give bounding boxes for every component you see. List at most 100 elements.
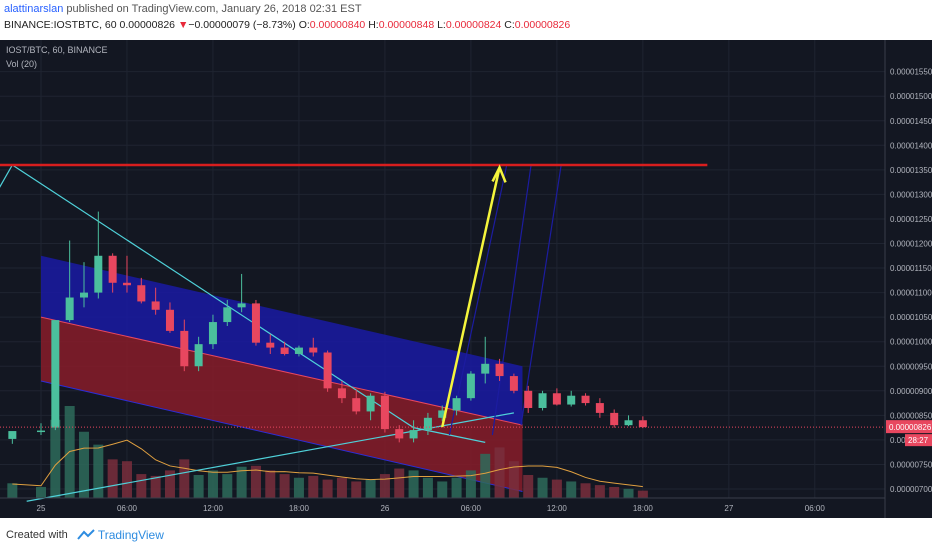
volume-bar <box>222 474 233 498</box>
candle-body <box>180 330 189 367</box>
volume-bar <box>308 475 319 498</box>
time-tick-label: 06:00 <box>805 504 826 513</box>
price-tick-label: 0.00000900 <box>890 387 932 396</box>
tradingview-logo-icon <box>77 529 95 540</box>
candle-body <box>581 395 590 404</box>
volume-bar <box>437 481 448 498</box>
candle-body <box>8 431 17 439</box>
candle-body <box>638 420 647 428</box>
time-tick-label: 18:00 <box>289 504 310 513</box>
projection-line <box>448 164 508 436</box>
volume-bar <box>265 470 276 498</box>
tradingview-brand[interactable]: TradingView <box>97 528 164 542</box>
created-with-label: Created with <box>6 528 68 541</box>
volume-bar <box>293 477 304 498</box>
volume-bar <box>121 461 132 498</box>
candle-body <box>309 347 318 353</box>
footer-bar: Created with TradingView <box>0 518 932 550</box>
volume-bar <box>508 461 519 498</box>
volume-bar <box>136 474 147 498</box>
symbol-info-row: BINANCE:IOSTBTC, 60 0.00000826 ▼−0.00000… <box>4 19 570 31</box>
volume-bar <box>193 475 204 498</box>
volume-bar <box>336 477 347 498</box>
price-tick-label: 0.00001400 <box>890 141 932 150</box>
price-tick-label: 0.00001450 <box>890 117 932 126</box>
author-link[interactable]: alattinarslan <box>4 3 64 15</box>
candle-body <box>337 388 346 399</box>
price-tick-label: 0.00001300 <box>890 190 932 199</box>
price-tick-label: 0.00001550 <box>890 68 932 77</box>
low-value: 0.00000824 <box>445 19 502 31</box>
projection-line <box>520 164 562 426</box>
chart-area[interactable]: 0.000007000.000007500.000008000.00000850… <box>0 40 932 518</box>
time-tick-label: 18:00 <box>633 504 654 513</box>
price-tags: 0.00000826 28:27 <box>886 420 932 447</box>
candle-body <box>610 412 619 426</box>
volume-bar <box>236 466 247 498</box>
close-value: 0.00000826 <box>514 19 571 31</box>
publish-info: alattinarslan published on TradingView.c… <box>4 3 362 15</box>
volume-bar <box>523 475 534 498</box>
candle-body <box>366 395 375 412</box>
price-tick-label: 0.00001050 <box>890 313 932 322</box>
target-arrow-shaft <box>441 167 501 428</box>
time-axis-labels[interactable]: 25 06:00 12:00 18:00 26 06:00 12:00 18:00 27 06:0… <box>37 504 826 513</box>
volume-bar <box>36 486 46 498</box>
volume-bar <box>623 488 634 498</box>
countdown-tag-text: 28:27 <box>908 436 929 445</box>
candle-body <box>37 430 45 433</box>
volume-bar <box>580 483 591 498</box>
candle-body <box>323 352 332 389</box>
price-chart-svg[interactable]: 0.000007000.000007500.000008000.00000850… <box>0 40 932 518</box>
price-tick-label: 0.00001200 <box>890 240 932 249</box>
time-tick-label: 27 <box>724 504 733 513</box>
candle-body <box>280 347 289 354</box>
price-axis[interactable] <box>885 40 932 518</box>
countdown-tag <box>905 434 932 447</box>
candle-body <box>380 395 389 430</box>
price-tick-label: 0.00000700 <box>890 485 932 494</box>
projection-line <box>491 164 532 436</box>
volume-bar <box>250 465 261 498</box>
price-tick-label: 0.00000750 <box>890 460 932 469</box>
volume-bar <box>422 477 433 498</box>
symbol-label[interactable]: BINANCE:IOSTBTC, 60 <box>4 19 117 31</box>
last-price: 0.00000826 <box>119 19 176 31</box>
candlesticks <box>8 211 647 444</box>
volume-bar <box>322 479 333 498</box>
time-tick-label: 26 <box>380 504 389 513</box>
channel-lower-fill <box>41 317 523 492</box>
candle-body <box>538 393 547 408</box>
candle-body <box>294 347 303 354</box>
volume-bar <box>351 481 362 498</box>
close-label: C: <box>504 19 515 31</box>
candle-body <box>567 395 576 405</box>
candle-body <box>237 303 246 308</box>
volume-bar <box>494 447 505 498</box>
price-tick-label: 0.00000950 <box>890 362 932 371</box>
volume-bar <box>7 483 18 498</box>
time-tick-label: 12:00 <box>203 504 224 513</box>
price-tick-label: 0.00001350 <box>890 166 932 175</box>
candle-body <box>165 309 174 331</box>
candle-body <box>509 376 518 391</box>
candle-body <box>438 410 447 418</box>
target-arrow-head <box>491 164 507 183</box>
volume-bar <box>594 485 605 498</box>
candle-body <box>51 320 60 428</box>
candle-body <box>595 403 604 413</box>
time-tick-label: 06:00 <box>117 504 138 513</box>
price-tick-label: 0.00000850 <box>890 411 932 420</box>
low-label: L: <box>437 19 446 31</box>
candle-body <box>223 307 232 323</box>
candle-body <box>151 301 160 310</box>
candle-body <box>552 393 561 405</box>
volume-ma-line <box>12 439 643 488</box>
change-down-arrow-icon: ▼ <box>177 19 189 31</box>
candle-body <box>122 282 131 286</box>
candle-body <box>194 344 203 367</box>
change-text: −0.00000079 (−8.73%) <box>188 19 296 31</box>
volume-bar <box>365 479 376 498</box>
legend-volume: Vol (20) <box>6 59 37 69</box>
volume-bar <box>609 486 620 498</box>
